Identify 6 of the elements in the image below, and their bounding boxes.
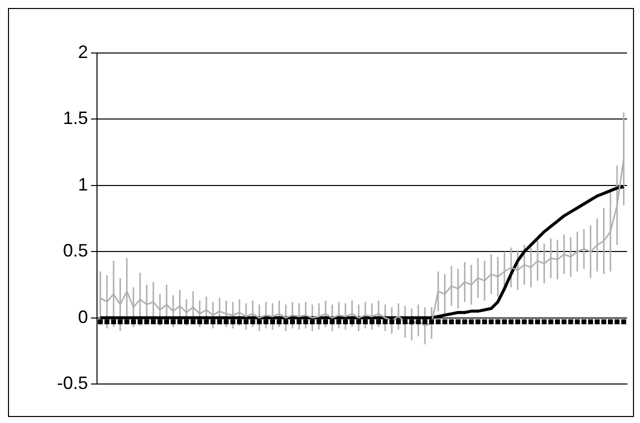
y-tick-label: 0	[78, 306, 88, 327]
y-tick-label: -0.5	[56, 372, 88, 393]
y-tick-label: 1.5	[62, 108, 88, 128]
y-tick-label: 1	[78, 174, 88, 194]
y-tick-label: 2	[78, 42, 88, 62]
y-tick-label: 0.5	[62, 240, 88, 261]
